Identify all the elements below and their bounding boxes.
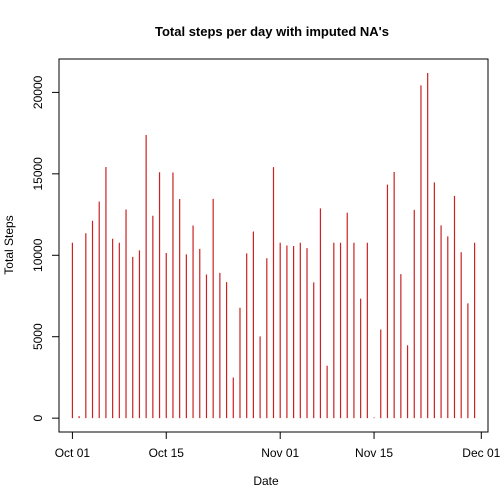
- y-tick-label: 0: [31, 414, 45, 421]
- chart-title: Total steps per day with imputed NA's: [155, 24, 389, 39]
- y-tick-label: 20000: [31, 75, 45, 109]
- x-axis-label: Date: [253, 474, 279, 488]
- bars-group: [71, 72, 476, 419]
- x-tick-label: Dec 01: [462, 446, 500, 460]
- y-tick-label: 15000: [31, 157, 45, 191]
- plot-frame: [58, 58, 489, 433]
- x-tick-label: Oct 01: [55, 446, 91, 460]
- y-axis: 0 5000 10000 15000 20000: [31, 75, 60, 421]
- y-tick-label: 5000: [31, 323, 45, 350]
- y-tick-label: 10000: [31, 238, 45, 272]
- x-tick-label: Nov 01: [261, 446, 299, 460]
- x-tick-label: Nov 15: [355, 446, 393, 460]
- x-tick-label: Oct 15: [149, 446, 185, 460]
- y-axis-label: Total Steps: [2, 215, 16, 274]
